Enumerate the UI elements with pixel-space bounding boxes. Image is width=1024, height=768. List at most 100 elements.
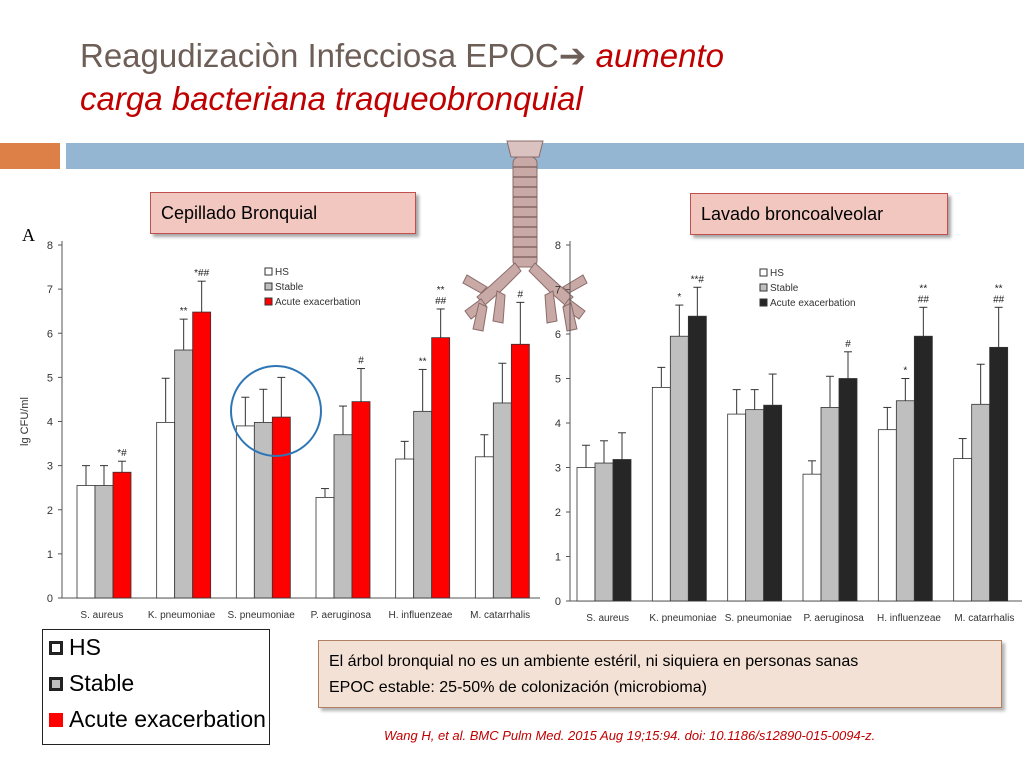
bar [94,485,114,599]
chart-lavado: 0 1 2 3 4 5 6 7 8 S. aureus K. pneumoniae S. pneumo… [555,240,1022,624]
legend-swatch [264,297,273,306]
significance-marker: * [903,366,907,377]
note-box: El árbol bronquial no es un ambiente est… [318,640,1002,708]
bar [76,485,96,599]
bar [669,335,689,602]
legend-label-acute: Acute exacerbation [69,706,266,732]
bar [838,378,858,602]
bar [395,458,415,599]
bar [651,386,671,602]
significance-marker: *# [117,448,127,459]
bar [474,456,494,599]
title-italic-1: aumento [586,37,725,74]
y-tick-label: 6 [555,329,561,341]
legend-swatch [759,283,768,292]
arrow-icon: ➔ [558,37,587,74]
bar [802,473,822,602]
bar [192,311,212,599]
bar [971,403,991,602]
bar [413,410,433,599]
significance-marker: ** [419,356,427,367]
legend-swatch [264,267,273,276]
bar [763,404,783,602]
x-tick-label: K. pneumoniae [649,613,717,624]
bar [156,421,176,599]
label-lavado-broncoalveolar: Lavado broncoalveolar [690,193,948,235]
x-tick-label: S. pneumoniae [725,613,793,624]
bar [112,471,132,599]
y-tick-label: 4 [555,418,561,430]
bar [745,409,765,602]
panel-letter: A [22,225,35,245]
legend-large: HS Stable Acute exacerbation [42,629,270,745]
bar [612,459,632,602]
y-tick-label: 0 [555,596,561,608]
bar [333,434,353,599]
bar [351,401,371,599]
bar [877,429,897,602]
y-tick-label: 1 [555,552,561,564]
y-tick-label: 1 [47,549,53,561]
y-tick-label: 3 [47,461,53,473]
decor-blue-bar [66,143,1024,169]
bar [510,343,530,599]
bar [687,315,707,602]
y-tick-label: 8 [47,240,53,252]
bar [576,467,596,602]
slide-title: Reagudizaciòn Infecciosa EPOC➔ aumento c… [80,34,980,120]
legend-swatch-stable [49,676,63,691]
x-tick-label: P. aeruginosa [311,610,372,621]
y-tick-label: 0 [47,593,53,605]
y-tick-label: 7 [555,285,561,297]
legend-row-acute: Acute exacerbation [49,706,266,733]
significance-marker: ** [437,285,445,296]
title-italic-2: carga bacteriana traqueobronquial [80,80,583,117]
note-line-1: El árbol bronquial no es un ambiente est… [329,653,859,670]
significance-marker: ## [918,294,930,305]
significance-marker: ** [995,283,1003,294]
y-tick-label: 5 [47,372,53,384]
bar [174,349,194,599]
y-tick-label: 4 [47,417,53,429]
legend-row-hs: HS [49,634,101,661]
legend-label: Stable [770,283,799,294]
x-tick-label: H. influenzeae [389,610,453,621]
bar [235,425,255,599]
bar [727,413,747,602]
legend-swatch-acute [49,712,63,727]
significance-marker: ** [180,306,188,317]
y-tick-label: 2 [555,507,561,519]
label-cepillado-bronquial: Cepillado Bronquial [150,192,416,234]
legend-label-stable: Stable [69,670,135,696]
legend-row-stable: Stable [49,670,134,697]
highlight-circle [230,365,322,457]
y-tick-label: 8 [555,240,561,252]
bar [895,400,915,602]
significance-marker: # [358,356,364,367]
legend-label: HS [770,268,784,279]
bronchial-tree-illustration [462,140,588,332]
significance-marker: ** [919,283,927,294]
x-tick-label: M. catarrhalis [470,610,530,621]
significance-marker: *## [194,268,209,279]
bar [989,346,1009,602]
legend-swatch [759,298,768,307]
significance-marker: # [518,289,524,300]
y-tick-label: 2 [47,505,53,517]
legend-label: Acute exacerbation [275,297,361,308]
y-tick-label: 3 [555,463,561,475]
significance-marker: **# [691,274,705,285]
x-tick-label: P. aeruginosa [803,613,864,624]
legend-label-hs: HS [69,634,101,660]
y-tick-label: 5 [555,374,561,386]
x-tick-label: K. pneumoniae [148,610,216,621]
legend-label: HS [275,267,289,278]
bar [492,402,512,599]
bar [913,335,933,602]
title-main: Reagudizaciòn Infecciosa EPOC [80,37,559,74]
x-tick-label: M. catarrhalis [954,613,1014,624]
bar [431,337,451,599]
x-tick-label: S. pneumoniae [228,610,296,621]
chart-cepillado: 0 1 2 3 4 5 6 7 8 lg CFU/ml S. aureus K. pneumoniae… [19,240,540,621]
bar [820,407,840,602]
